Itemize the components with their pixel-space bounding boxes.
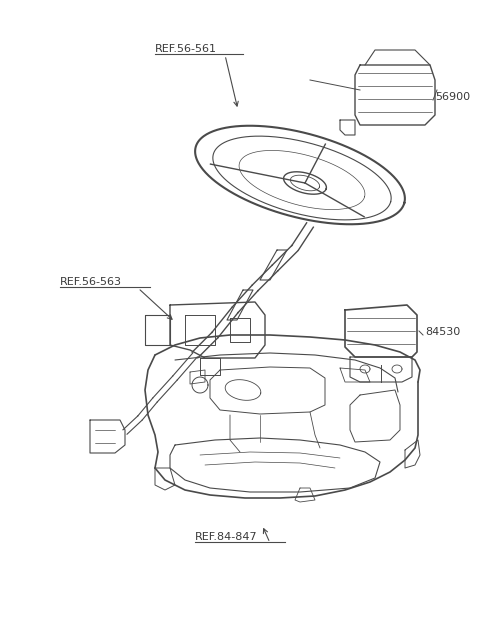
Text: 84530: 84530 <box>425 327 460 337</box>
Text: REF.84-847: REF.84-847 <box>195 532 258 542</box>
Text: 56900: 56900 <box>435 92 470 102</box>
Text: REF.56-561: REF.56-561 <box>155 44 217 54</box>
Text: REF.56-563: REF.56-563 <box>60 277 122 287</box>
